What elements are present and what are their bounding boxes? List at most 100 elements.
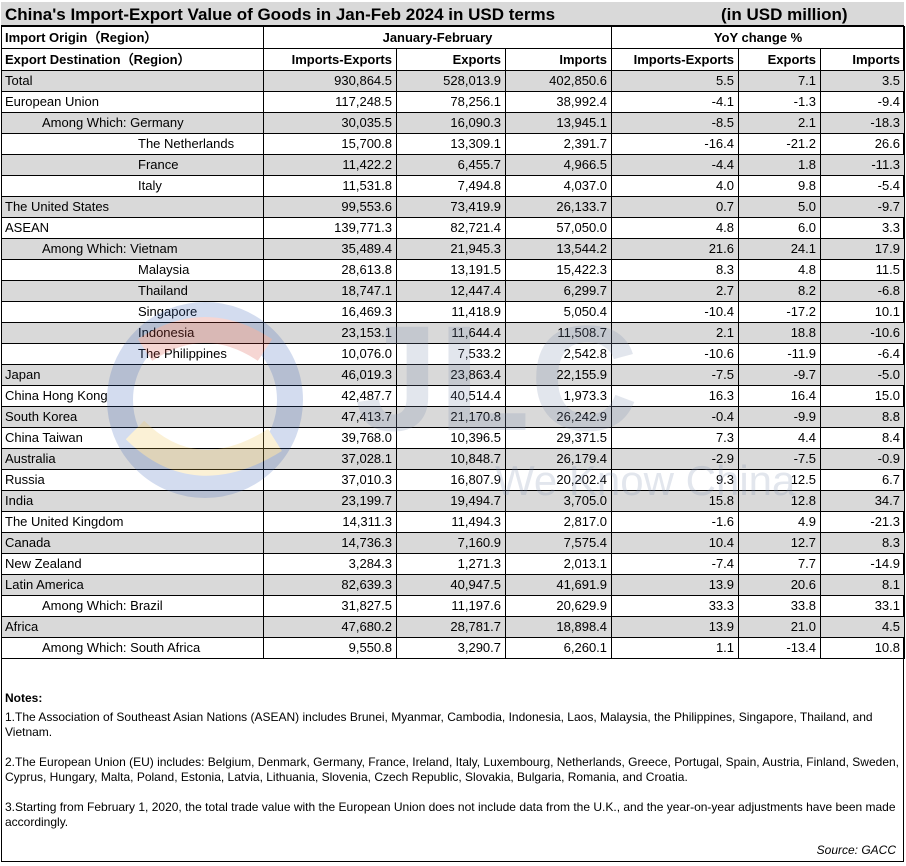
yoy-exports-cell: 4.8 — [738, 259, 822, 281]
yoy-imports-exports-cell: -7.5 — [611, 364, 740, 386]
imports-exports-cell: 37,028.1 — [263, 448, 397, 470]
yoy-exports-cell: 12.7 — [738, 532, 822, 554]
table-row: Indonesia 23,153.1 11,644.4 11,508.7 2.1 18.8… — [1, 322, 906, 344]
imports-cell: 6,299.7 — [504, 280, 613, 302]
exports-cell: 7,533.2 — [396, 343, 506, 365]
table-row: France 11,422.2 6,455.7 4,966.5 -4.4 1.8 -11.3 — [1, 154, 906, 176]
exports-cell: 16,090.3 — [396, 112, 506, 134]
region-cell: Latin America — [1, 574, 264, 596]
region-cell: China Hong Kong — [1, 385, 264, 407]
imports-cell: 41,691.9 — [504, 574, 613, 596]
yoy-imports-exports-cell: 13.9 — [611, 574, 740, 596]
imports-cell: 26,133.7 — [504, 196, 613, 218]
table-row: Australia 37,028.1 10,848.7 26,179.4 -2.9 -7.… — [1, 448, 906, 470]
yoy-imports-cell: 8.1 — [820, 574, 906, 596]
region-cell: Indonesia — [1, 322, 264, 344]
note-item: 2.The European Union (EU) includes: Belg… — [5, 755, 899, 784]
imports-exports-cell: 3,284.3 — [263, 553, 397, 575]
region-cell: ASEAN — [1, 217, 264, 239]
region-cell: New Zealand — [1, 553, 264, 575]
imports-exports-cell: 23,153.1 — [263, 322, 397, 344]
region-cell: Canada — [1, 532, 264, 554]
imports-cell: 6,260.1 — [504, 637, 613, 659]
yoy-imports-cell: -5.4 — [820, 175, 906, 197]
col-header-yoy-exports: Exports — [738, 48, 822, 71]
imports-cell: 2,817.0 — [504, 511, 613, 533]
table-row: Japan 46,019.3 23,863.4 22,155.9 -7.5 -9.7 -5.… — [1, 364, 906, 386]
region-cell: Thailand — [1, 280, 264, 302]
imports-exports-cell: 117,248.5 — [263, 91, 397, 113]
yoy-imports-exports-cell: -16.4 — [611, 133, 740, 155]
yoy-imports-cell: 11.5 — [820, 259, 906, 281]
exports-cell: 21,170.8 — [396, 406, 506, 428]
page-title: China's Import-Export Value of Goods in … — [5, 5, 556, 24]
exports-cell: 11,418.9 — [396, 301, 506, 323]
yoy-exports-cell: 4.4 — [738, 427, 822, 449]
yoy-imports-exports-cell: -8.5 — [611, 112, 740, 134]
exports-cell: 11,494.3 — [396, 511, 506, 533]
exports-cell: 19,494.7 — [396, 490, 506, 512]
yoy-exports-cell: 24.1 — [738, 238, 822, 260]
region-cell: European Union — [1, 91, 264, 113]
yoy-imports-exports-cell: 21.6 — [611, 238, 740, 260]
exports-cell: 10,396.5 — [396, 427, 506, 449]
exports-cell: 13,309.1 — [396, 133, 506, 155]
imports-cell: 13,945.1 — [504, 112, 613, 134]
region-cell: The Philippines — [1, 343, 264, 365]
region-cell: Japan — [1, 364, 264, 386]
note-item: 3.Starting from February 1, 2020, the to… — [5, 800, 896, 829]
yoy-imports-cell: 3.5 — [820, 70, 906, 92]
exports-cell: 73,419.9 — [396, 196, 506, 218]
exports-cell: 7,494.8 — [396, 175, 506, 197]
imports-cell: 3,705.0 — [504, 490, 613, 512]
imports-exports-cell: 31,827.5 — [263, 595, 397, 617]
imports-exports-cell: 28,613.8 — [263, 259, 397, 281]
yoy-imports-exports-cell: -1.6 — [611, 511, 740, 533]
table-row: Italy 11,531.8 7,494.8 4,037.0 4.0 9.8 -5.4 — [1, 175, 906, 197]
exports-cell: 28,781.7 — [396, 616, 506, 638]
table-row: Canada 14,736.3 7,160.9 7,575.4 10.4 12.7 8.3 — [1, 532, 906, 554]
table-row: New Zealand 3,284.3 1,271.3 2,013.1 -7.4 7.7-… — [1, 553, 906, 575]
imports-exports-cell: 139,771.3 — [263, 217, 397, 239]
table-row: Malaysia 28,613.8 13,191.5 15,422.3 8.3 4.8 11… — [1, 259, 906, 281]
yoy-imports-exports-cell: -4.4 — [611, 154, 740, 176]
region-cell: Among Which: Vietnam — [1, 238, 264, 260]
imports-cell: 38,992.4 — [504, 91, 613, 113]
table-row: South Korea 47,413.7 21,170.8 26,242.9 -0.4-… — [1, 406, 906, 428]
yoy-exports-cell: -7.5 — [738, 448, 822, 470]
exports-cell: 13,191.5 — [396, 259, 506, 281]
region-cell: The United States — [1, 196, 264, 218]
imports-cell: 18,898.4 — [504, 616, 613, 638]
imports-exports-cell: 35,489.4 — [263, 238, 397, 260]
table-row: India 23,199.7 19,494.7 3,705.0 15.8 12.8 34.7 — [1, 490, 906, 512]
table-row: The Philippines 10,076.0 7,533.2 2,542.8 -10… — [1, 343, 906, 365]
yoy-imports-exports-cell: 2.1 — [611, 322, 740, 344]
yoy-imports-exports-cell: -4.1 — [611, 91, 740, 113]
col-header-imports-exports: Imports-Exports — [263, 48, 397, 71]
region-cell: Singapore — [1, 301, 264, 323]
region-cell: The Netherlands — [1, 133, 264, 155]
yoy-imports-cell: 8.4 — [820, 427, 906, 449]
yoy-imports-cell: 4.5 — [820, 616, 906, 638]
table-row: The United Kingdom 14,311.3 11,494.3 2,817.… — [1, 511, 906, 533]
table-row: Russia 37,010.3 16,807.9 20,202.4 9.3 12.5 6.7 — [1, 469, 906, 491]
yoy-exports-cell: 21.0 — [738, 616, 822, 638]
yoy-imports-exports-cell: -2.9 — [611, 448, 740, 470]
imports-cell: 4,037.0 — [504, 175, 613, 197]
exports-cell: 21,945.3 — [396, 238, 506, 260]
yoy-imports-cell: 10.1 — [820, 301, 906, 323]
exports-cell: 40,947.5 — [396, 574, 506, 596]
yoy-imports-exports-cell: 7.3 — [611, 427, 740, 449]
table-row: Thailand 18,747.1 12,447.4 6,299.7 2.7 8.2 -6.… — [1, 280, 906, 302]
yoy-imports-exports-cell: 4.0 — [611, 175, 740, 197]
yoy-imports-exports-cell: 1.1 — [611, 637, 740, 659]
imports-exports-cell: 37,010.3 — [263, 469, 397, 491]
imports-cell: 57,050.0 — [504, 217, 613, 239]
region-cell: Russia — [1, 469, 264, 491]
table-row: China Taiwan 39,768.0 10,396.5 29,371.5 7.3 4… — [1, 427, 906, 449]
yoy-exports-cell: 12.5 — [738, 469, 822, 491]
imports-cell: 20,202.4 — [504, 469, 613, 491]
table-row: Latin America 82,639.3 40,947.5 41,691.9 13.… — [1, 574, 906, 596]
col-header-yoy-imports-exports: Imports-Exports — [611, 48, 740, 71]
imports-cell: 4,966.5 — [504, 154, 613, 176]
